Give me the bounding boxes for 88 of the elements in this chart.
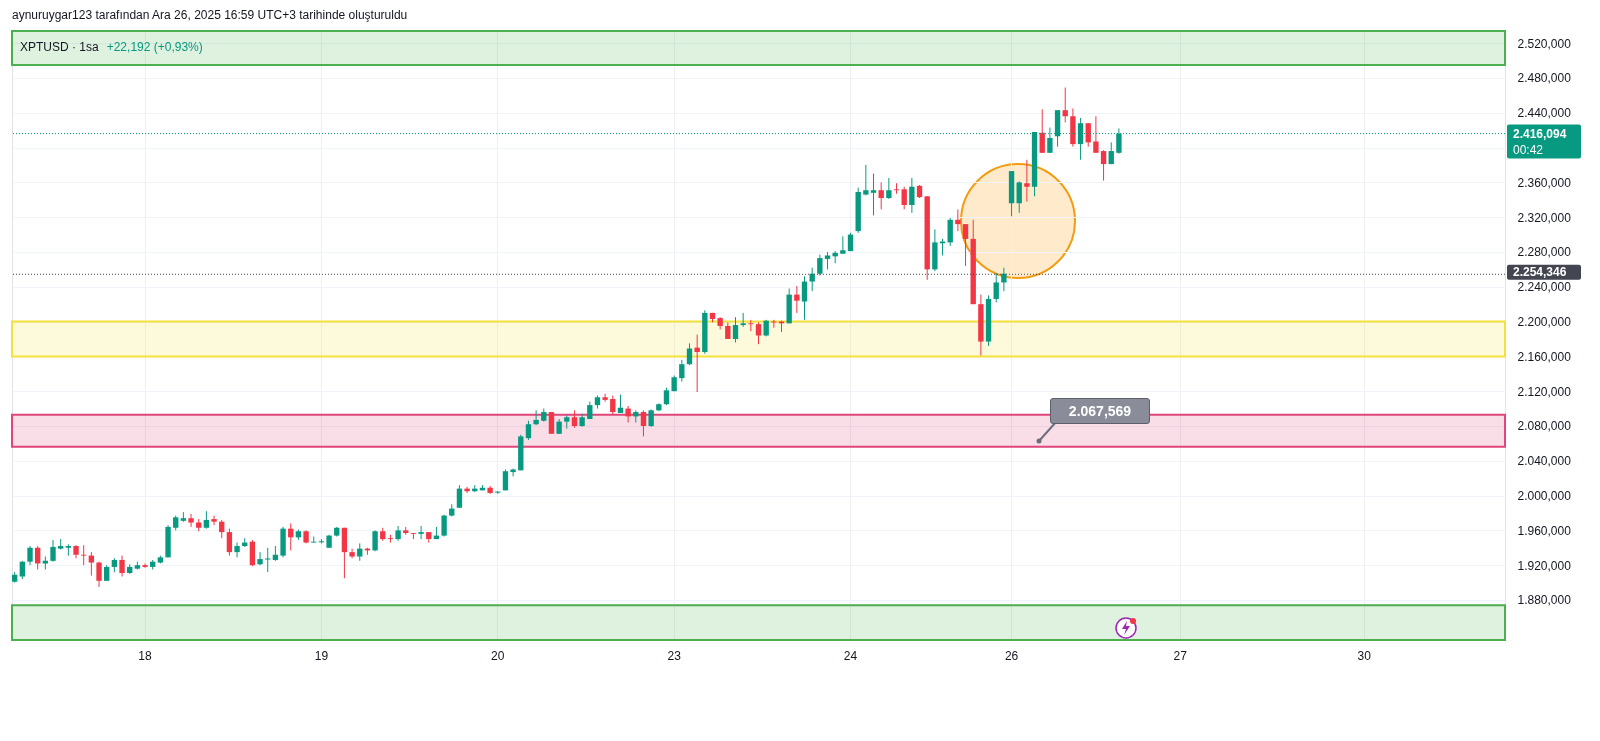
candlestick: [893, 182, 900, 195]
ref-line-label: 2.254,346: [1513, 265, 1567, 280]
candlestick: [226, 528, 233, 557]
candlestick: [265, 547, 271, 573]
candlestick: [947, 217, 953, 247]
candlestick: [456, 484, 463, 509]
candlestick: [809, 267, 815, 292]
candlestick: [510, 468, 516, 477]
candlestick: [955, 208, 961, 232]
candlestick: [909, 177, 915, 214]
candlestick: [65, 543, 72, 557]
candlestick: [96, 561, 102, 588]
text: aynuruygar123 tarafından Ara 26, 2025 16:59 UTC+3 tarihinde oluşturuldu: [12, 8, 408, 22]
candlestick: [1062, 87, 1068, 123]
candlestick: [311, 535, 317, 544]
candlestick: [1039, 108, 1045, 154]
candlestick: [679, 359, 685, 383]
y-tick-label: 2.040,000: [1517, 454, 1572, 469]
candlestick: [234, 542, 240, 558]
candlestick: [1085, 122, 1091, 148]
candlestick: [602, 393, 608, 403]
y-tick-label: 2.200,000: [1517, 315, 1572, 330]
candlestick: [27, 545, 33, 566]
y-tick-label: 1.880,000: [1517, 593, 1572, 608]
candlestick: [88, 551, 95, 577]
y-tick-label: 2.160,000: [1517, 349, 1572, 364]
y-tick-label: 2.240,000: [1517, 280, 1572, 295]
y-tick-label: 1.960,000: [1517, 523, 1572, 538]
y-tick-label: 2.000,000: [1517, 489, 1572, 504]
candlestick: [142, 562, 148, 569]
y-tick-label: 2.360,000: [1517, 175, 1572, 190]
candlestick: [748, 319, 754, 332]
y-tick-label: 2.120,000: [1517, 384, 1572, 399]
ref-line-label: 2.416,094: [1513, 126, 1567, 141]
x-tick-label: 24: [843, 648, 858, 663]
y-tick-label: 2.480,000: [1517, 71, 1572, 86]
candlestick: [81, 544, 87, 566]
candlestick: [993, 272, 999, 303]
candlestick: [188, 513, 194, 528]
text: +22,192 (+0,93%): [106, 40, 203, 54]
candlestick: [525, 420, 532, 441]
candlestick: [211, 515, 217, 526]
candlestick: [548, 411, 555, 435]
candlestick: [1001, 267, 1007, 292]
y-tick-label: 2.440,000: [1517, 106, 1572, 121]
y-tick-label: 2.080,000: [1517, 419, 1572, 434]
candlestick: [625, 405, 631, 423]
candlestick: [801, 275, 808, 321]
x-tick-label: 27: [1173, 648, 1188, 663]
candlestick: [1100, 149, 1107, 182]
y-tick-label: 2.320,000: [1517, 210, 1572, 225]
candlestick: [694, 334, 700, 393]
candlestick: [863, 164, 869, 196]
candlestick: [878, 181, 884, 210]
candlestick: [794, 285, 800, 314]
candlestick: [840, 235, 846, 255]
candlestick: [349, 548, 355, 559]
y-tick-label: 2.520,000: [1517, 36, 1572, 51]
x-tick-label: 19: [314, 648, 329, 663]
candlestick: [119, 555, 125, 577]
y-tick-label: 1.920,000: [1517, 558, 1572, 573]
candlestick: [372, 529, 378, 552]
candlestick: [732, 316, 739, 343]
x-tick-label: 23: [667, 648, 682, 663]
candlestick: [962, 223, 969, 267]
candlestick: [1093, 115, 1099, 154]
x-tick-label: 26: [1004, 648, 1019, 663]
candlestick: [755, 321, 762, 345]
x-tick-label: 18: [138, 648, 153, 663]
candlestick: [533, 409, 539, 426]
candlestick: [886, 177, 892, 200]
candlestick: [1024, 159, 1030, 203]
candlestick: [50, 539, 56, 563]
candlestick: [610, 395, 616, 416]
annotation: 2.067,569: [1050, 398, 1150, 424]
candlestick: [1016, 181, 1022, 214]
text: XPTUSD · 1sa: [20, 40, 99, 54]
x-tick-label: 30: [1357, 648, 1372, 663]
text: 00:42: [1513, 142, 1544, 157]
candlestick: [257, 551, 263, 566]
y-tick-label: 2.280,000: [1517, 245, 1572, 260]
candlestick: [817, 254, 823, 276]
x-tick-label: 20: [491, 648, 505, 663]
candlestick: [418, 525, 424, 540]
candlestick: [901, 186, 907, 210]
candlestick: [870, 173, 877, 216]
candlestick: [249, 539, 256, 567]
candlestick: [640, 409, 647, 437]
